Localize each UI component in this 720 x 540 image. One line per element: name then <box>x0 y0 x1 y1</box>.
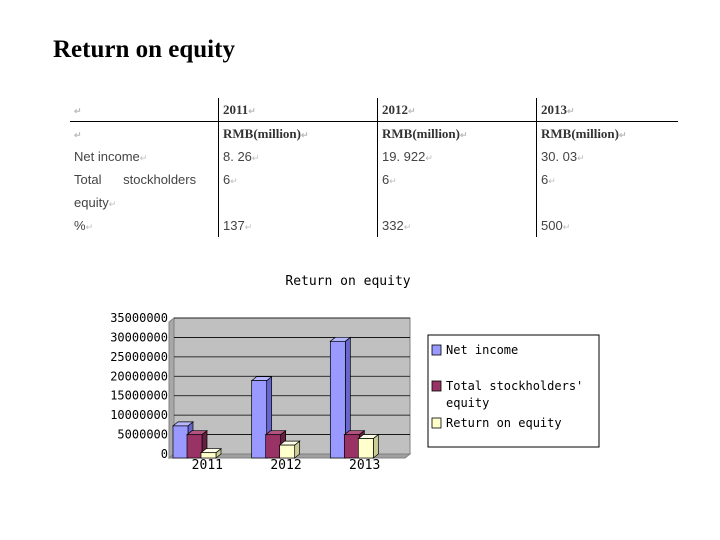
legend-swatch <box>431 417 442 429</box>
table-cell <box>377 191 537 214</box>
bar <box>200 452 217 459</box>
units-cell: ↵ <box>74 129 82 140</box>
chart-title: Return on equity <box>285 274 410 289</box>
bar <box>186 434 203 459</box>
x-tick-label: 2012 <box>270 458 301 473</box>
header-cell: 2012↵ <box>377 98 537 122</box>
y-tick-label: 10000000 <box>110 408 168 422</box>
x-tick-label: 2013 <box>349 458 380 473</box>
bar <box>343 434 360 459</box>
table-cell: 6↵ <box>377 168 537 191</box>
table-cell: 137↵ <box>218 214 378 237</box>
table-cell: 6↵ <box>218 168 378 191</box>
table-row: Total stockholders 6↵ 6↵ 6↵ <box>70 168 678 191</box>
header-cell: 2011↵ <box>218 98 378 122</box>
chart-back-wall <box>173 317 411 455</box>
y-tick-label: 25000000 <box>110 350 168 364</box>
y-tick-label: 5000000 <box>117 428 168 442</box>
bar <box>357 438 374 459</box>
table-row: equity↵ <box>70 191 678 214</box>
y-tick-label: 35000000 <box>110 311 168 325</box>
legend-swatch <box>431 344 442 356</box>
x-axis-ticks: 2011 2012 2013 <box>192 458 381 473</box>
legend-box <box>427 334 600 448</box>
units-cell: RMB(million)↵ <box>377 121 537 145</box>
table-cell <box>536 191 678 214</box>
header-cell: 2013↵ <box>536 98 678 122</box>
header-cell: ↵ <box>70 98 219 122</box>
bar <box>279 444 296 459</box>
table-cell: 500↵ <box>536 214 678 237</box>
y-tick-label: 15000000 <box>110 389 168 403</box>
table-header-row: ↵ 2011↵ 2012↵ 2013↵ <box>70 98 678 122</box>
chart-legend: Net income Total stockholders' equity Retur… <box>427 334 600 448</box>
row-label: Net income↵ <box>74 149 148 164</box>
legend-label: Return on equity <box>446 416 562 430</box>
bar <box>172 425 189 459</box>
table-cell: 6↵ <box>536 168 678 191</box>
data-table: ↵ 2011↵ 2012↵ 2013↵ ↵ RMB(million)↵ RMB(… <box>70 98 678 237</box>
y-tick-label: 0 <box>161 447 168 461</box>
table-cell: 30. 03↵ <box>536 145 678 168</box>
y-axis-ticks: 35000000 30000000 25000000 20000000 15000000… <box>110 311 168 461</box>
table-units-row: ↵ RMB(million)↵ RMB(million)↵ RMB(millio… <box>70 121 678 145</box>
bar <box>251 380 268 459</box>
y-tick-label: 30000000 <box>110 330 168 344</box>
table-cell: 19. 922↵ <box>377 145 537 168</box>
table-row: Net income↵ 8. 26↵ 19. 922↵ 30. 03↵ <box>70 145 678 168</box>
row-label: Total stockholders <box>74 172 197 187</box>
row-label: %↵ <box>74 218 94 233</box>
row-label: equity↵ <box>74 195 117 210</box>
chart-gridlines <box>174 317 410 435</box>
units-cell: RMB(million)↵ <box>218 121 378 145</box>
y-tick-label: 20000000 <box>110 369 168 383</box>
table-cell: 8. 26↵ <box>218 145 378 168</box>
table-row: %↵ 137↵ 332↵ 500↵ <box>70 214 678 237</box>
legend-label: Total stockholders' equity <box>446 379 583 410</box>
slide-title: Return on equity <box>53 36 235 63</box>
bar <box>329 340 346 459</box>
x-tick-label: 2011 <box>192 458 223 473</box>
legend-label: Net income <box>446 343 518 357</box>
chart-bars <box>172 336 380 459</box>
legend-swatch <box>431 380 442 392</box>
bar <box>265 434 282 459</box>
table-cell <box>218 191 378 214</box>
table-cell: 332↵ <box>377 214 537 237</box>
units-cell: RMB(million)↵ <box>536 121 678 145</box>
